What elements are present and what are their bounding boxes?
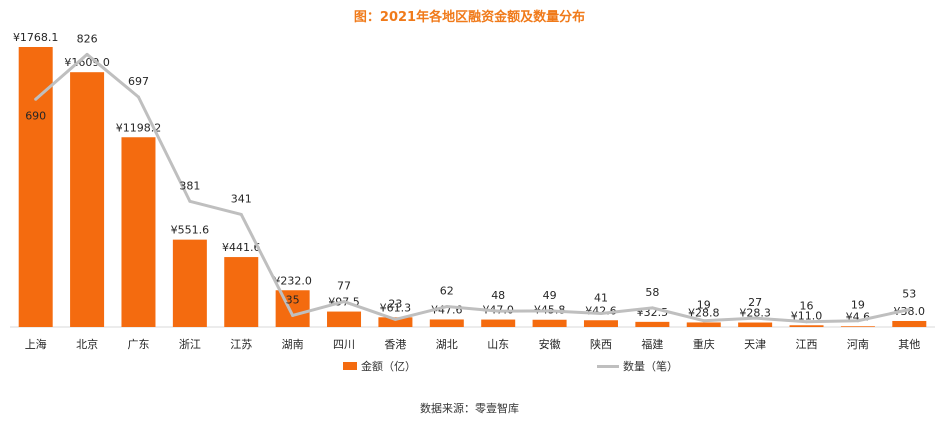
bar-天津 [738,322,773,327]
category-label: 四川 [333,338,355,351]
bar-value-label: ¥1198.2 [116,121,162,134]
bar-湖北 [429,319,464,327]
count-value-label: 48 [491,289,505,302]
count-value-label: 16 [800,300,814,313]
count-value-label: 697 [128,75,149,88]
category-label: 湖南 [282,338,304,351]
count-value-label: 19 [851,299,865,312]
legend-count: 数量（笔） [597,358,678,374]
bar-value-label: ¥441.6 [222,241,261,254]
category-label: 山东 [487,338,509,351]
count-point-重庆 [702,319,706,323]
count-point-安徽 [548,309,552,313]
count-point-北京 [85,52,89,56]
category-label: 陕西 [590,337,612,351]
count-point-天津 [753,316,757,320]
bar-value-label: ¥38.0 [894,305,926,318]
bar-value-label: ¥551.6 [171,224,210,237]
count-value-label: 77 [337,280,351,293]
legend-count-label: 数量（笔） [623,360,678,373]
bar-福建 [635,321,670,327]
chart-title: 图：2021年各地区融资金额及数量分布 [353,10,586,25]
category-label: 河南 [847,338,869,351]
count-point-江苏 [239,212,243,216]
count-point-浙江 [188,199,192,203]
category-label: 江苏 [230,338,252,351]
legend-amount: 金额（亿） [343,358,416,374]
legend-amount-label: 金额（亿） [361,360,416,373]
count-value-label: 23 [388,297,402,310]
count-point-山东 [496,309,500,313]
bar-value-label: ¥42.6 [585,304,617,317]
count-value-label: 826 [77,32,98,45]
count-point-香港 [393,317,397,321]
count-value-label: 62 [440,285,454,298]
bar-value-label: ¥1768.1 [13,31,59,44]
count-point-其他 [907,308,911,312]
bar-其他 [892,320,927,327]
bar-安徽 [532,319,567,327]
bar-陕西 [583,320,618,327]
bar-value-label: ¥28.8 [688,306,720,319]
bar-上海 [18,47,53,327]
count-value-label: 53 [902,288,916,301]
count-value-label: 690 [25,109,46,122]
count-value-label: 19 [697,299,711,312]
bar-value-label: ¥11.0 [791,309,823,322]
count-value-label: 341 [231,192,252,205]
bar-江西 [789,325,824,327]
count-point-四川 [342,300,346,304]
bar-四川 [327,311,362,327]
category-label: 上海 [25,337,47,351]
count-point-上海 [34,97,38,101]
category-label: 北京 [76,337,98,351]
bar-香港 [378,317,413,327]
count-line [34,52,910,324]
category-label: 江西 [796,338,818,351]
category-label: 福建 [641,337,663,351]
legend-line-swatch [597,364,619,368]
count-point-福建 [650,306,654,310]
count-point-湖北 [445,305,449,309]
count-point-河南 [856,319,860,323]
data-source: 数据来源：零壹智库 [420,402,519,415]
bar-山东 [481,319,516,327]
bar-value-label: ¥232.0 [273,274,312,287]
count-point-陕西 [599,311,603,315]
bar-北京 [70,72,105,327]
count-value-label: 27 [748,296,762,309]
count-point-广东 [136,95,140,99]
count-point-江西 [805,320,809,324]
count-value-label: 58 [645,286,659,299]
bar-广东 [121,137,156,327]
bar-value-label: ¥28.3 [739,307,771,320]
bar-河南 [840,326,875,327]
category-label: 天津 [744,338,766,351]
count-value-label: 41 [594,291,608,304]
legend-bar-swatch [343,362,357,370]
bar-value-label: ¥61.3 [380,301,412,314]
bar-江苏 [224,257,259,327]
count-value-label: 381 [179,179,200,192]
category-label: 其他 [898,338,920,351]
category-label: 湖北 [436,338,458,351]
category-label: 香港 [384,338,406,351]
category-label: 广东 [127,338,149,351]
count-value-label: 49 [543,289,557,302]
count-value-label: 35 [286,293,300,306]
category-label: 浙江 [179,338,201,351]
category-label: 重庆 [693,337,715,351]
bar-重庆 [686,322,721,327]
category-label: 安徽 [539,337,561,351]
bar-浙江 [172,239,207,327]
count-point-湖南 [291,313,295,317]
